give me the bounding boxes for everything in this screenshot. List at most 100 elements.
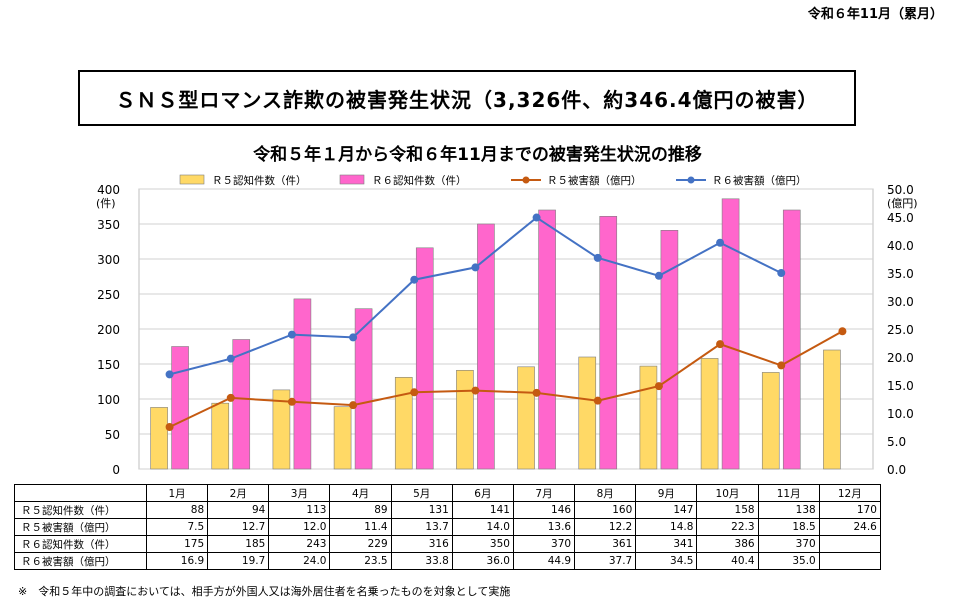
bar-r5-count <box>700 358 719 470</box>
table-cell: 16.9 <box>145 552 209 570</box>
right-axis-tick-label: 40.0 <box>887 239 914 253</box>
table-cell: 36.0 <box>451 552 514 570</box>
legend-label: Ｒ５被害額（億円） <box>547 174 642 187</box>
table-cell: 19.7 <box>207 552 270 570</box>
point-r5-damage <box>349 401 358 410</box>
chart-title: 令和５年１月から令和６年11月までの被害発生状況の推移 <box>253 145 702 165</box>
table-row: Ｒ６被害額（億円） 16.9 19.7 24.0 23.5 33.8 36.0 44.9 37.… <box>14 552 881 570</box>
table-cell: 14.8 <box>635 518 698 536</box>
left-axis-tick-label: 200 <box>97 323 120 337</box>
table-cell: 14.0 <box>451 518 514 536</box>
point-r6-damage <box>410 275 419 284</box>
bar-r6-count <box>354 308 373 470</box>
table-header-row: 1月 2月 3月 4月 5月 6月 7月 8月 9月 10月 11月 12月 <box>14 484 881 502</box>
table-cell: 37.7 <box>574 552 637 570</box>
main-title: ＳＮＳ型ロマンス詐欺の被害発生状況（3,326件、約346.4億円の被害） <box>78 70 856 126</box>
bar-r6-count <box>232 339 251 470</box>
table-month-header: 3月 <box>268 484 331 502</box>
table-cell: 7.5 <box>145 518 209 536</box>
bar-r5-count <box>517 366 535 470</box>
table-cell: 22.3 <box>696 518 759 536</box>
table-cell: 361 <box>574 535 637 553</box>
bar-r5-count <box>394 376 413 470</box>
table-row: Ｒ５認知件数（件） 88 94 113 89 131 141 146 160 147 158 138 1… <box>14 501 881 519</box>
table-month-header: 6月 <box>451 484 514 502</box>
point-r6-damage <box>654 271 663 280</box>
table-row-label: Ｒ５被害額（億円） <box>14 518 147 536</box>
table-cell: 88 <box>145 501 209 519</box>
table-cell: 94 <box>207 501 270 519</box>
table-cell: 11.4 <box>329 518 392 536</box>
table-cell: 24.0 <box>268 552 331 570</box>
table-cell: 370 <box>757 535 820 553</box>
table-cell: 175 <box>145 535 209 553</box>
table-cell: 89 <box>329 501 392 519</box>
point-r5-damage <box>777 361 786 370</box>
table-cell: 185 <box>207 535 270 553</box>
right-axis-tick-label: 35.0 <box>887 267 914 281</box>
table-cell: 138 <box>757 501 820 519</box>
bar-r5-count <box>761 372 780 470</box>
point-r5-damage <box>593 396 602 405</box>
line-r5-damage <box>169 330 843 428</box>
left-axis-tick-label: 250 <box>97 288 120 302</box>
left-axis-unit: (件) <box>96 197 116 210</box>
point-r5-damage <box>838 327 847 336</box>
table-cell: 170 <box>818 501 881 519</box>
table-cell: 229 <box>329 535 392 553</box>
table-month-header: 5月 <box>390 484 453 502</box>
point-r5-damage <box>165 423 174 431</box>
table-month-header: 7月 <box>512 484 576 502</box>
bar-r6-count <box>477 223 495 470</box>
bar-r6-count <box>782 209 801 470</box>
left-axis-tick-label: 400 <box>97 183 120 197</box>
point-r6-damage <box>226 354 235 363</box>
table-row: Ｒ５被害額（億円） 7.5 12.7 12.0 11.4 13.7 14.0 13.6 12.2… <box>14 518 881 536</box>
bar-r5-count <box>823 349 841 470</box>
legend-marker <box>522 176 530 184</box>
table-cell <box>818 552 881 570</box>
report-period: 令和６年11月（累月） <box>807 7 943 22</box>
right-axis-tick-label: 50.0 <box>887 183 914 197</box>
legend-label: Ｒ６被害額（億円） <box>712 174 807 187</box>
table-cell: 386 <box>696 535 759 553</box>
bar-r6-count <box>415 247 434 470</box>
bar-r5-count <box>150 407 168 470</box>
table-cell: 18.5 <box>757 518 820 536</box>
table-cell: 12.0 <box>268 518 331 536</box>
point-r5-damage <box>410 388 419 397</box>
bar-r5-count <box>639 365 658 470</box>
legend-marker <box>687 176 695 184</box>
right-axis-tick-label: 5.0 <box>887 435 906 449</box>
right-axis-tick-label: 30.0 <box>887 295 914 309</box>
bar-r5-count <box>578 356 597 470</box>
table-cell: 44.9 <box>512 552 576 570</box>
legend-swatch <box>179 174 205 185</box>
left-axis-tick-label: 100 <box>97 393 120 407</box>
point-r6-damage <box>349 333 358 342</box>
table-cell: 13.6 <box>512 518 576 536</box>
table-cell: 113 <box>268 501 331 519</box>
table-row-label: Ｒ６被害額（億円） <box>14 552 147 570</box>
point-r6-damage <box>593 253 602 262</box>
table-cell: 24.6 <box>818 518 881 536</box>
table-cell: 160 <box>574 501 637 519</box>
point-r5-damage <box>532 388 541 397</box>
table-cell: 147 <box>635 501 698 519</box>
table-row-label: Ｒ６認知件数（件） <box>14 535 147 553</box>
legend-swatch <box>339 174 365 185</box>
point-r5-damage <box>471 386 480 395</box>
point-r6-damage <box>471 263 480 272</box>
left-axis-tick-label: 350 <box>97 218 120 232</box>
right-axis-tick-label: 0.0 <box>887 463 906 477</box>
bar-r5-count <box>333 406 352 470</box>
table-month-header: 8月 <box>574 484 637 502</box>
table-month-header: 4月 <box>329 484 392 502</box>
footnote: ※ 令和５年中の調査においては、相手方が外国人又は海外居住者を名乗ったものを対象… <box>18 585 511 598</box>
data-table: 1月 2月 3月 4月 5月 6月 7月 8月 9月 10月 11月 12月 Ｒ５認知件数（件） 88 94… <box>14 484 881 570</box>
table-month-header: 11月 <box>757 484 820 502</box>
bar-r6-count <box>538 209 556 470</box>
right-axis-tick-label: 20.0 <box>887 351 914 365</box>
left-axis-tick-label: 300 <box>97 253 120 267</box>
point-r6-damage <box>716 238 725 247</box>
